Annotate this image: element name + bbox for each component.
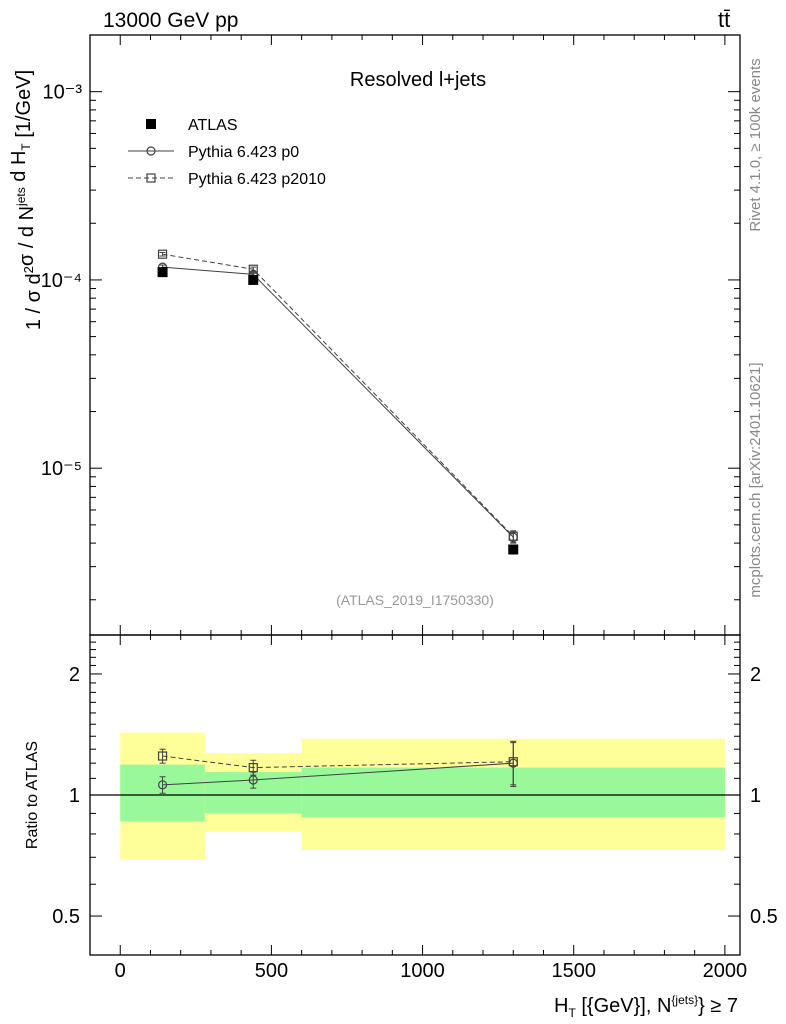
data-point xyxy=(248,762,258,773)
data-point xyxy=(157,249,168,259)
y-tick-label: 1 xyxy=(750,785,761,807)
axis-label-part: [{GeV}], N xyxy=(576,995,672,1017)
data-point xyxy=(146,119,156,129)
axis-label-part: jets xyxy=(14,187,28,207)
legend-label: ATLAS xyxy=(188,117,238,134)
data-point xyxy=(157,751,168,761)
y-tick-label: 2 xyxy=(750,664,761,686)
y-tick-label: 10⁻³ xyxy=(43,82,83,104)
axis-label-part: 2 xyxy=(21,266,36,273)
data-point xyxy=(508,757,518,767)
data-point xyxy=(146,146,156,156)
data-point xyxy=(248,274,259,285)
y-tick-label: 0.5 xyxy=(750,906,778,928)
series-line xyxy=(162,253,514,537)
rivet-label: Rivet 4.1.0, ≥ 100k events xyxy=(747,58,764,231)
ratio-series xyxy=(157,740,518,794)
axis-label-part: [1/GeV] xyxy=(13,70,35,143)
ratio-y-axis-label: Ratio to ATLAS xyxy=(24,741,41,849)
plot-title: Resolved l+jets xyxy=(350,69,486,91)
main-y-axis-label: 1 / σ d2σ / d Njets d HT [1/GeV] xyxy=(8,70,45,330)
y-tick-label: 2 xyxy=(69,664,80,686)
x-tick-label: 0 xyxy=(115,960,126,982)
axis-label-part: σ / d N xyxy=(16,206,38,266)
mcplots-label: mcplots.cern.ch [arXiv:2401.10621] xyxy=(747,362,764,597)
data-point xyxy=(157,780,168,790)
chart-text: 0 500 1000 1500 2000 10⁻³ 10⁻⁴ 10⁻⁵ 0.5 0.5 1 1 2 2 13… xyxy=(8,7,778,1020)
axis-label-part: 1 / σ d xyxy=(23,273,45,330)
axis-label-part: T xyxy=(19,143,33,151)
axis-label-part: T xyxy=(568,1006,576,1020)
analysis-watermark: (ATLAS_2019_I1750330) xyxy=(336,592,494,608)
x-tick-label: 2000 xyxy=(703,960,748,982)
data-point xyxy=(508,544,519,555)
y-tick-label: 0.5 xyxy=(52,906,80,928)
axes xyxy=(89,34,741,956)
x-tick-label: 1000 xyxy=(400,960,445,982)
data-point xyxy=(157,267,168,278)
x-tick-label: 500 xyxy=(255,960,288,982)
legend-label: Pythia 6.423 p2010 xyxy=(188,171,326,188)
axis-label-part: H xyxy=(554,995,568,1017)
y-tick-label: 10⁻⁴ xyxy=(41,270,82,292)
y-tick-label: 10⁻⁵ xyxy=(41,458,82,480)
x-tick-label: 1500 xyxy=(551,960,596,982)
x-axis-label: HT [{GeV}], N{jets}} ≥ 7 xyxy=(554,993,738,1020)
header-left: 13000 GeV pp xyxy=(103,9,238,32)
series-line xyxy=(162,266,514,538)
data-point xyxy=(146,173,156,183)
ratio-bands xyxy=(90,732,740,860)
y-tick-label: 1 xyxy=(69,785,80,807)
main-series xyxy=(157,249,519,555)
axis-label-part: {jets} xyxy=(671,993,698,1007)
legend-label: Pythia 6.423 p0 xyxy=(188,144,299,161)
axis-label-part: } ≥ 7 xyxy=(698,995,738,1017)
header-right: tt̄ xyxy=(718,7,730,32)
data-point xyxy=(248,775,258,785)
axis-label-part: d H xyxy=(8,151,30,188)
data-point xyxy=(508,532,518,542)
